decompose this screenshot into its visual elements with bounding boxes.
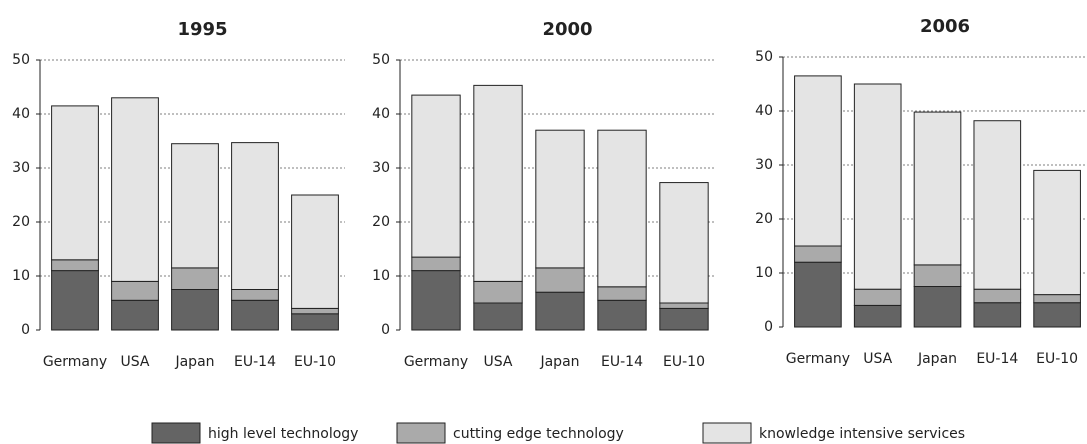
chart-title: 2006 [920,16,970,37]
y-tick-label: 20 [12,214,30,230]
bar-segment [473,84,523,282]
x-tick-label: Japan [174,354,214,370]
y-tick-label: 30 [12,160,30,176]
bar-segment [411,270,461,331]
bar-segment [291,307,339,315]
bar-segment [1033,294,1081,304]
x-tick-label: USA [484,354,513,370]
bar-segment [794,261,842,328]
x-tick-label: Germany [786,351,850,367]
bar-segment [473,280,523,304]
chart-title: 1995 [177,19,227,40]
legend-swatch [396,422,446,444]
y-tick-label: 0 [381,322,390,338]
bar-segment [291,313,339,331]
bar-segment [535,129,585,269]
bar-segment [659,182,709,304]
y-tick-label: 40 [12,106,30,122]
legend-swatch [702,422,752,444]
bar-segment [411,94,461,258]
x-tick-label: EU-14 [976,351,1018,367]
x-tick-label: EU-10 [1036,351,1078,367]
y-tick-label: 10 [755,265,773,281]
bar-segment [913,264,962,287]
y-tick-label: 50 [755,49,773,65]
x-tick-label: Germany [43,354,107,370]
y-tick-label: 40 [755,103,773,119]
bar-segment [794,245,842,263]
x-tick-label: EU-14 [234,354,276,370]
y-tick-label: 10 [12,268,30,284]
legend-label: knowledge intensive services [759,426,965,442]
x-tick-label: Germany [404,354,468,370]
y-tick-label: 0 [21,322,30,338]
bar-segment [111,280,159,301]
bar-segment [231,289,279,301]
bar-segment [51,270,99,331]
bar-segment [171,143,219,269]
bar-segment [597,286,647,301]
legend-swatch [151,422,201,444]
x-tick-label: USA [121,354,150,370]
y-tick-label: 0 [764,319,773,335]
x-tick-label: EU-10 [663,354,705,370]
bar-segment [111,97,159,282]
bar-segment [231,142,279,290]
bar-segment [659,302,709,309]
y-tick-label: 50 [12,52,30,68]
bar-segment [51,105,99,261]
bar-segment [171,267,219,290]
bar-segment [111,299,159,331]
bar-segment [291,194,339,309]
bar-segment [913,111,962,266]
y-tick-label: 20 [755,211,773,227]
y-tick-label: 20 [372,214,390,230]
bar-segment [973,120,1022,290]
legend-label: cutting edge technology [453,426,624,442]
x-tick-label: Japan [917,351,957,367]
bar-segment [1033,302,1081,328]
bar-segment [411,256,461,272]
bar-segment [853,288,902,306]
bar-segment [1033,169,1081,296]
bar-segment [231,299,279,331]
bar-segment [853,83,902,290]
y-tick-label: 30 [372,160,390,176]
y-tick-label: 10 [372,268,390,284]
y-tick-label: 50 [372,52,390,68]
bar-segment [597,129,647,288]
y-tick-label: 40 [372,106,390,122]
bar-segment [794,75,842,247]
bar-segment [597,299,647,331]
bar-segment [973,302,1022,328]
legend-label: high level technology [208,426,358,442]
chart-title: 2000 [542,19,592,40]
bar-segment [973,288,1022,304]
bar-segment [171,289,219,331]
bar-segment [535,291,585,331]
bar-segment [853,304,902,328]
x-tick-label: EU-10 [294,354,336,370]
x-tick-label: USA [863,351,892,367]
bar-segment [473,302,523,331]
x-tick-label: EU-14 [601,354,643,370]
bar-segment [913,286,962,328]
bar-segment [535,267,585,293]
bar-segment [659,307,709,331]
x-tick-label: Japan [539,354,579,370]
bar-segment [51,259,99,272]
y-tick-label: 30 [755,157,773,173]
